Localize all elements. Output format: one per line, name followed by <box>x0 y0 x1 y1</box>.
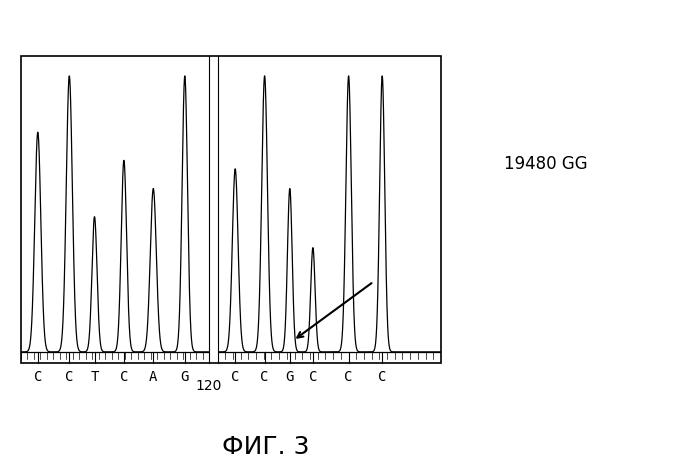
Bar <box>209 37 218 374</box>
Text: G: G <box>181 370 189 384</box>
Text: 120: 120 <box>196 379 222 393</box>
Text: C: C <box>309 370 317 384</box>
Text: C: C <box>231 370 239 384</box>
Text: C: C <box>34 370 42 384</box>
Text: C: C <box>260 370 269 384</box>
Text: C: C <box>120 370 128 384</box>
Text: C: C <box>344 370 353 384</box>
Text: T: T <box>90 370 99 384</box>
Text: C: C <box>65 370 74 384</box>
Text: ФИГ. 3: ФИГ. 3 <box>223 435 309 459</box>
Text: G: G <box>286 370 294 384</box>
Text: C: C <box>378 370 386 384</box>
Text: 19480 GG: 19480 GG <box>504 155 587 173</box>
Text: A: A <box>149 370 158 384</box>
